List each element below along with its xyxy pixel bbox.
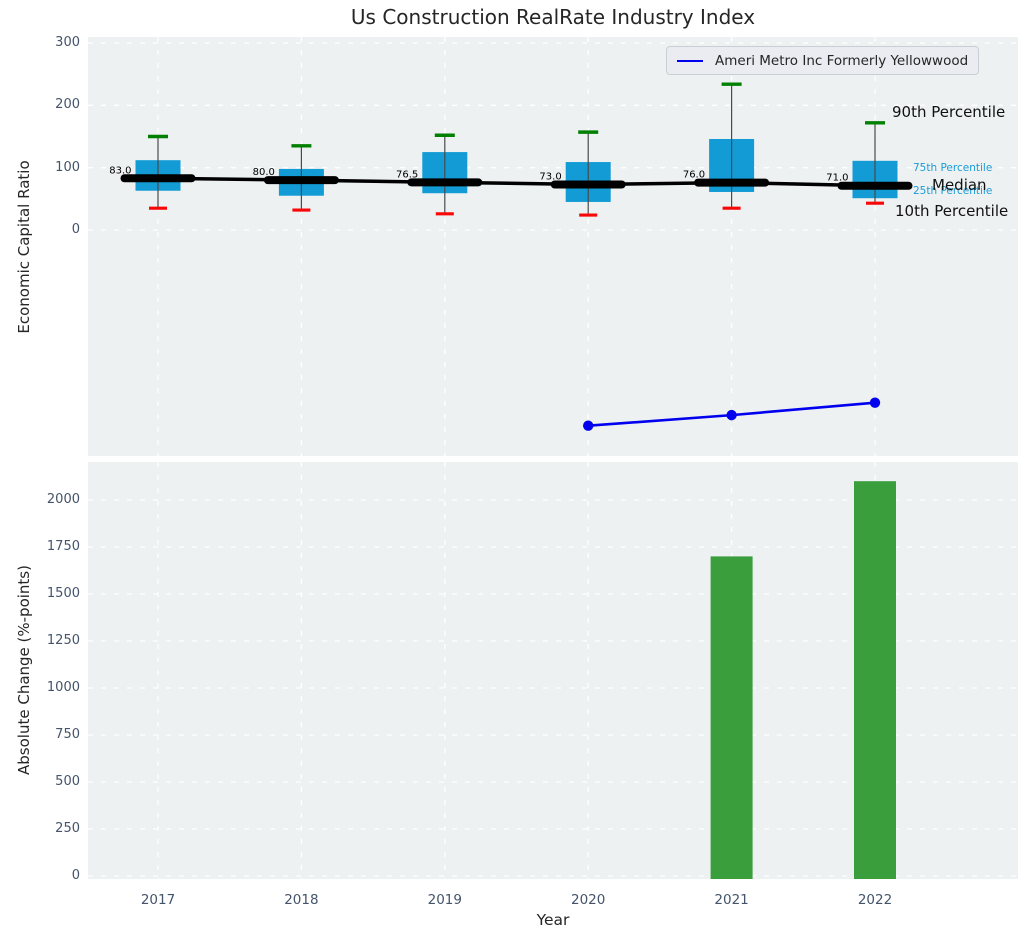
legend-label: Ameri Metro Inc Formerly Yellowwood — [715, 52, 969, 69]
chart-title: Us Construction RealRate Industry Index — [350, 5, 756, 29]
x-tick-label: 2019 — [427, 892, 462, 908]
x-tick-label: 2017 — [140, 892, 176, 908]
bar-2022 — [854, 481, 896, 879]
bottom-y-tick-label: 500 — [55, 774, 80, 789]
x-axis-label: Year — [536, 911, 570, 929]
median-value-label: 76.0 — [683, 170, 705, 181]
bar-2021 — [710, 556, 753, 879]
x-tick-label: 2018 — [284, 892, 319, 908]
top-chart-axes: 83.0 80.0 76.5 73.0 76.0 71.0 Ameri Metro Inc… — [88, 37, 1018, 456]
x-tick-label: 2021 — [714, 892, 749, 908]
company-point-2022 — [869, 397, 881, 408]
top-y-axis-label: Economic Capital Ratio — [15, 160, 33, 334]
bottom-chart-axes — [88, 462, 1018, 879]
annotation-median: Median — [932, 176, 987, 194]
bottom-y-tick-label: 2000 — [46, 492, 80, 507]
legend: Ameri Metro Inc Formerly Yellowwood — [666, 46, 980, 75]
annotation-75th-percentile: 75th Percentile — [913, 162, 993, 174]
median-value-label: 73.0 — [539, 171, 561, 182]
legend-line-swatch — [677, 59, 703, 62]
bar-chart-canvas — [88, 462, 1018, 879]
bottom-y-tick-label: 1750 — [46, 539, 80, 554]
bottom-y-tick-label: 1500 — [46, 586, 80, 601]
top-y-tick-label: 200 — [55, 97, 80, 113]
top-y-tick-label: 300 — [55, 35, 80, 50]
company-point-2021 — [726, 409, 737, 421]
median-value-label: 76.5 — [396, 169, 418, 180]
median-value-label: 71.0 — [826, 173, 848, 184]
median-value-label: 83.0 — [109, 165, 131, 176]
top-y-tick-label: 0 — [71, 222, 80, 237]
company-point-2020 — [583, 420, 594, 431]
top-y-tick-label: 100 — [55, 159, 80, 175]
bottom-y-tick-label: 1000 — [46, 680, 80, 695]
bottom-y-tick-label: 0 — [71, 868, 80, 883]
x-tick-label: 2020 — [571, 892, 606, 908]
bottom-y-tick-label: 250 — [55, 821, 80, 836]
median-value-label: 80.0 — [253, 167, 275, 178]
annotation-25th-percentile: 25th Percentile — [913, 185, 993, 197]
box-plot-canvas: 83.0 80.0 76.5 73.0 76.0 71.0 — [88, 37, 1018, 456]
annotation-90th-percentile: 90th Percentile — [892, 103, 1006, 121]
bottom-y-tick-label: 750 — [55, 727, 80, 742]
bottom-y-tick-label: 1250 — [46, 633, 80, 648]
x-tick-label: 2022 — [857, 892, 893, 908]
annotation-10th-percentile: 10th Percentile — [895, 202, 1009, 220]
